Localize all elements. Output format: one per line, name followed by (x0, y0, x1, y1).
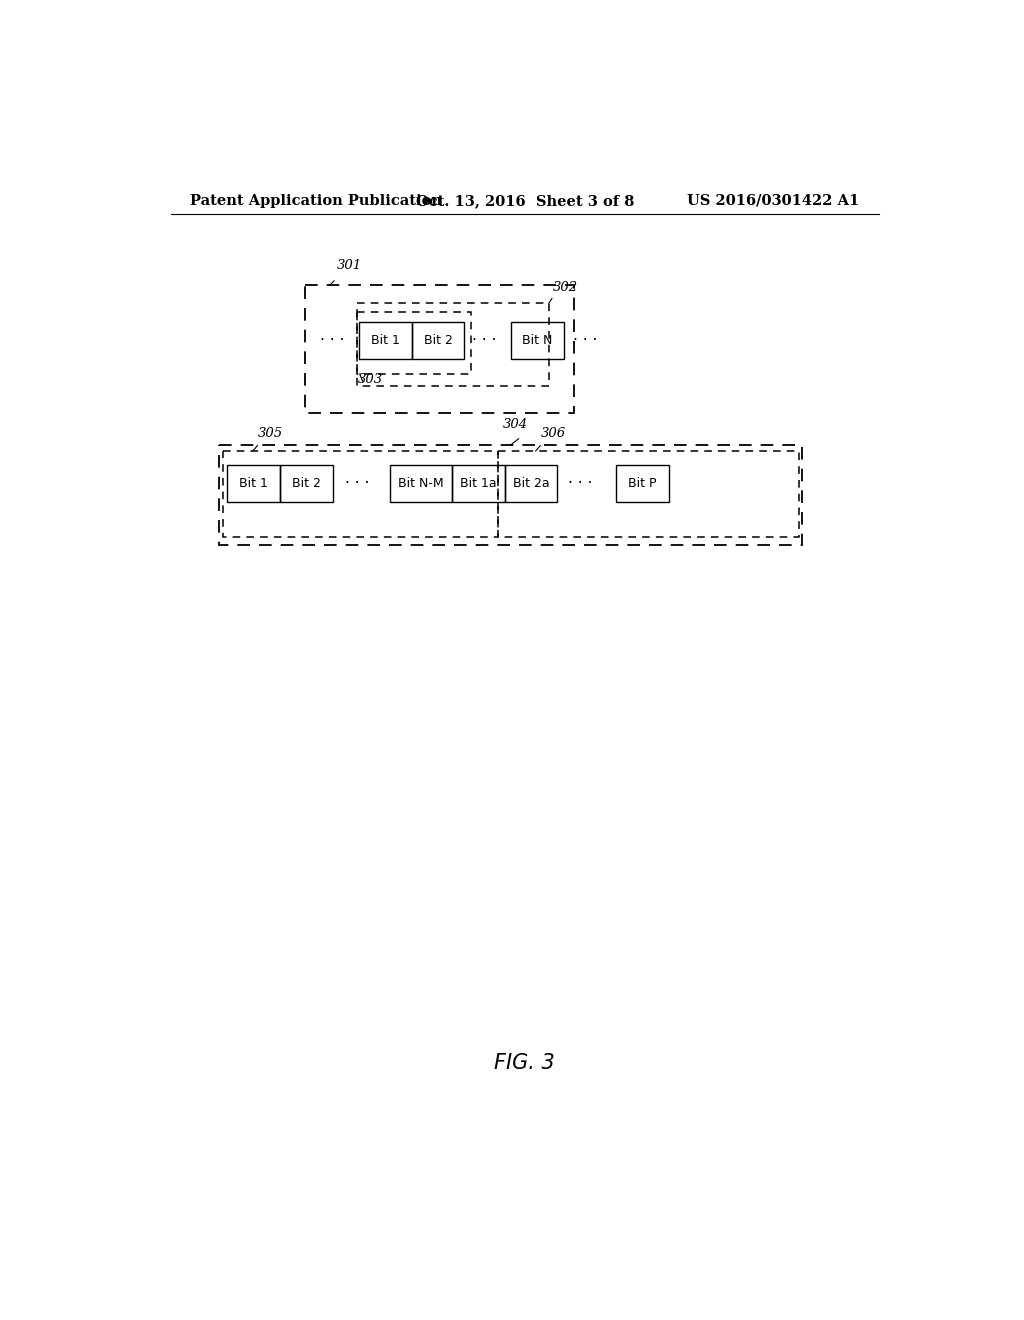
Text: · · ·: · · · (573, 334, 597, 348)
Bar (223, 451, 499, 537)
Bar (356, 304, 549, 387)
Text: Bit 1: Bit 1 (240, 477, 268, 490)
Text: 304: 304 (503, 418, 528, 430)
Text: US 2016/0301422 A1: US 2016/0301422 A1 (687, 194, 859, 207)
Text: 306: 306 (541, 428, 566, 441)
Bar (616, 465, 669, 502)
Text: Bit 1: Bit 1 (371, 334, 399, 347)
Bar (412, 322, 464, 359)
Text: Bit 2a: Bit 2a (513, 477, 549, 490)
Text: 303: 303 (358, 374, 383, 387)
Text: 305: 305 (258, 428, 284, 441)
Text: Patent Application Publication: Patent Application Publication (190, 194, 442, 207)
Text: · · ·: · · · (345, 475, 370, 491)
Bar (359, 322, 412, 359)
Text: Bit P: Bit P (629, 477, 656, 490)
Text: · · ·: · · · (321, 334, 345, 348)
Bar (390, 465, 452, 502)
Text: 302: 302 (553, 281, 578, 294)
Text: Bit 1a: Bit 1a (460, 477, 497, 490)
Text: Bit N-M: Bit N-M (398, 477, 443, 490)
Text: · · ·: · · · (472, 334, 497, 348)
Bar (499, 451, 799, 537)
Text: Bit 2: Bit 2 (292, 477, 321, 490)
Bar (505, 465, 557, 502)
Text: Bit N: Bit N (522, 334, 552, 347)
Bar (305, 285, 574, 412)
Bar (227, 465, 280, 502)
Bar (452, 465, 505, 502)
Bar (280, 465, 333, 502)
Bar (511, 322, 563, 359)
Text: · · ·: · · · (568, 475, 593, 491)
Text: FIG. 3: FIG. 3 (495, 1053, 555, 1073)
Text: Oct. 13, 2016  Sheet 3 of 8: Oct. 13, 2016 Sheet 3 of 8 (416, 194, 634, 207)
Bar (356, 313, 471, 374)
Bar (219, 445, 802, 545)
Text: Bit 2: Bit 2 (424, 334, 453, 347)
Text: 301: 301 (337, 259, 362, 272)
